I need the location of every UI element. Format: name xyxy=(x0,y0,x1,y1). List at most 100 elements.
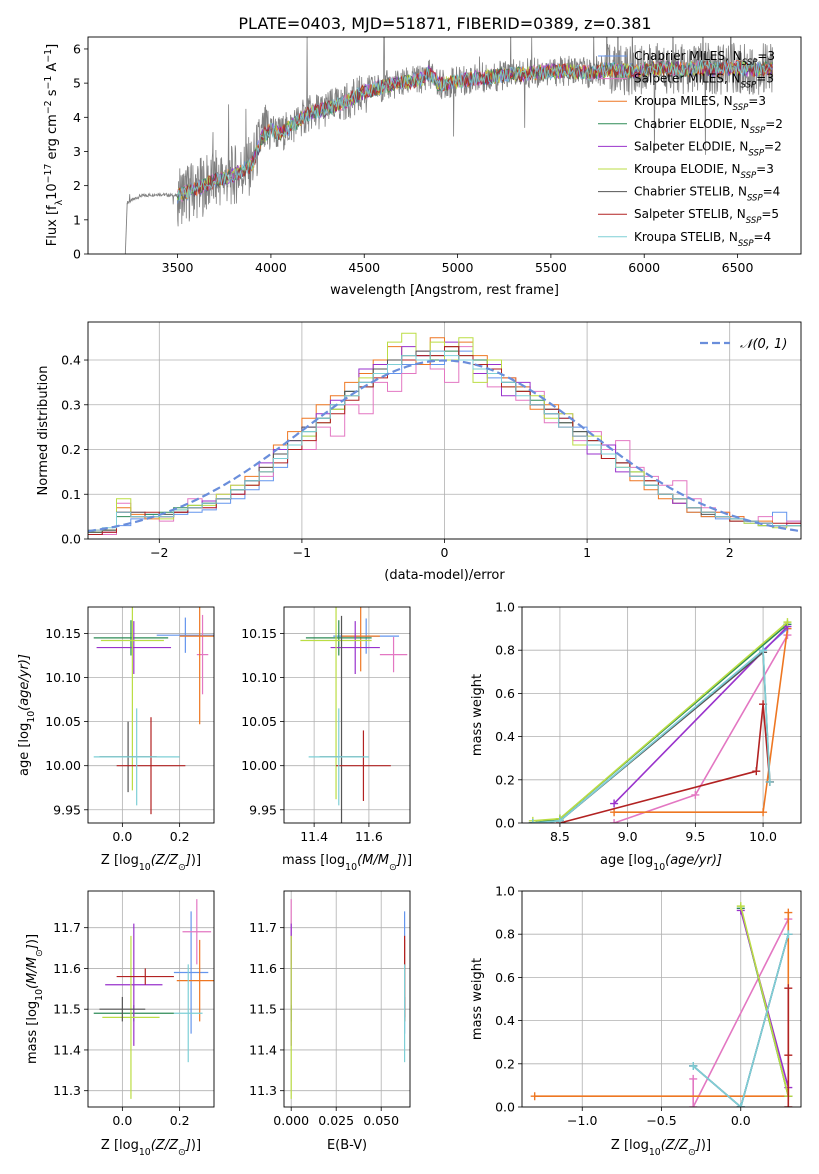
y-tick-label: 10.15 xyxy=(45,626,81,641)
normal-curve xyxy=(88,359,801,533)
age-vs-mass-xlabel: mass [log10(M/M⊙])] xyxy=(282,853,412,873)
y-tick-label: 0.1 xyxy=(61,487,81,502)
y-tick-label: 10.00 xyxy=(45,758,81,773)
y-tick-label: 6 xyxy=(73,41,81,56)
spectrum-edge xyxy=(124,202,128,254)
weight-marker-s1 xyxy=(610,819,619,823)
x-tick-label: 4500 xyxy=(348,260,380,275)
weight-marker-s1 xyxy=(691,790,700,799)
weight-line-s7 xyxy=(559,704,771,823)
x-tick-label: 6500 xyxy=(722,260,754,275)
x-tick-label: −1 xyxy=(293,545,311,560)
weight-marker-s8 xyxy=(784,930,793,939)
x-tick-label: 0.0 xyxy=(112,829,132,844)
weight-line-s8 xyxy=(692,933,790,1107)
axes-frame xyxy=(87,36,802,255)
weight-marker-s2 xyxy=(759,808,768,817)
legend-label-0: Chabrier MILES, NSSP=3 xyxy=(634,49,775,68)
y-tick-label: 0.6 xyxy=(495,686,515,701)
x-tick-label: −1.0 xyxy=(567,1113,597,1128)
y-tick-label: 0.4 xyxy=(495,729,515,744)
weight-vs-age-xlabel: age [log10(age/yr)] xyxy=(600,853,722,873)
x-tick-label: 5500 xyxy=(535,260,567,275)
weight-line-s5 xyxy=(740,905,790,1097)
weight-marker-s8 xyxy=(765,777,774,786)
y-tick-label: 1 xyxy=(73,212,81,227)
y-tick-label: 0.0 xyxy=(495,1100,515,1115)
y-tick-label: 4 xyxy=(73,110,81,125)
weight-marker-s4 xyxy=(610,799,619,808)
x-tick-label: 1 xyxy=(583,545,591,560)
legend-label-7: Salpeter STELIB, NSSP=5 xyxy=(634,207,779,226)
plot-area-residuals xyxy=(88,332,801,535)
legend-normal-label: 𝒩(0, 1) xyxy=(740,337,787,352)
weight-marker-s2 xyxy=(784,908,793,917)
weight-line-s6 xyxy=(532,650,771,823)
legend-label-5: Kroupa ELODIE, NSSP=3 xyxy=(634,162,774,181)
weight-marker-s8 xyxy=(689,1061,698,1070)
weight-marker-s7 xyxy=(784,1051,793,1060)
axes-frame xyxy=(283,890,411,1108)
y-tick-label: 9.95 xyxy=(53,802,81,817)
plot-area-age_vs_mass xyxy=(300,607,408,823)
y-tick-label: 1.0 xyxy=(495,884,515,899)
x-tick-label: 0.0 xyxy=(731,1113,751,1128)
y-tick-label: 0.6 xyxy=(495,970,515,985)
spectrum-legend: Chabrier MILES, NSSP=3 Salpeter MILES, NS… xyxy=(598,49,783,249)
histogram-series-8 xyxy=(88,350,801,531)
y-tick-label: 5 xyxy=(73,76,81,91)
weight-marker-s2 xyxy=(530,1092,539,1101)
y-tick-label: 0.4 xyxy=(495,1013,515,1028)
weight-line-s8 xyxy=(532,648,771,823)
axes-frame xyxy=(521,606,802,824)
y-tick-label: 10.05 xyxy=(241,714,277,729)
axes-mass_vs_EBV: 0.000 0.025 0.050 11.3 11.4 11.5 11.6 11.7 xyxy=(249,890,411,1128)
weight-marker-s5 xyxy=(783,618,792,627)
age-vs-Z-xlabel: Z [log10(Z/Z⊙])] xyxy=(101,853,201,873)
x-tick-label: 0.0 xyxy=(112,1113,132,1128)
y-tick-label: 10.05 xyxy=(45,714,81,729)
model-spectrum-8 xyxy=(177,59,773,202)
x-tick-label: 6000 xyxy=(628,260,660,275)
axes-frame xyxy=(87,606,215,824)
x-tick-label: 0.000 xyxy=(273,1113,309,1128)
y-tick-label: 11.3 xyxy=(249,1083,277,1098)
plot-area-mass_vs_Z xyxy=(93,899,214,1099)
weight-marker-s7 xyxy=(784,1103,793,1107)
mass-vs-Z-ylabel: mass [log10(M/M⊙])] xyxy=(25,934,45,1064)
plot-area-age_vs_Z xyxy=(93,607,214,815)
residuals-xlabel: (data-model)/error xyxy=(384,568,505,583)
x-tick-label: 5000 xyxy=(442,260,474,275)
legend-label-4: Salpeter ELODIE, NSSP=2 xyxy=(634,139,782,158)
y-tick-label: 0.3 xyxy=(61,397,81,412)
y-tick-label: 10.15 xyxy=(241,626,277,641)
axes-age_vs_Z: 0.0 0.2 9.95 10.00 10.05 10.10 10.15 xyxy=(45,606,215,844)
x-tick-label: 11.4 xyxy=(300,829,328,844)
weight-line-s5 xyxy=(532,621,789,822)
x-tick-label: −0.5 xyxy=(646,1113,676,1128)
y-tick-label: 11.4 xyxy=(249,1042,277,1057)
x-tick-label: 8.5 xyxy=(550,829,570,844)
weight-line-s1 xyxy=(613,634,789,823)
y-tick-label: 0.0 xyxy=(495,816,515,831)
y-tick-label: 0.2 xyxy=(495,772,515,787)
x-tick-label: 3500 xyxy=(162,260,194,275)
plot-area-mass_vs_EBV xyxy=(290,899,406,1099)
mass-vs-Z-xlabel: Z [log10(Z/Z⊙])] xyxy=(101,1138,201,1158)
y-tick-label: 0 xyxy=(73,247,81,262)
y-tick-label: 11.5 xyxy=(53,1002,81,1017)
weight-marker-s8 xyxy=(759,646,768,655)
y-tick-label: 0.2 xyxy=(61,442,81,457)
plot-area-weight_vs_Z xyxy=(530,902,793,1107)
weight-marker-s7 xyxy=(784,984,793,993)
weight-marker-s8 xyxy=(528,819,537,823)
y-tick-label: 11.6 xyxy=(53,961,81,976)
y-tick-label: 10.10 xyxy=(45,670,81,685)
y-tick-label: 11.6 xyxy=(249,961,277,976)
weight-line-s1 xyxy=(692,918,790,1107)
x-tick-label: 0.2 xyxy=(170,1113,190,1128)
y-tick-label: 0.0 xyxy=(61,532,81,547)
x-tick-label: 9.0 xyxy=(618,829,638,844)
axes-residuals: −2 −1 0 1 2 0.0 0.1 0.2 0.3 0.4 xyxy=(61,321,802,560)
